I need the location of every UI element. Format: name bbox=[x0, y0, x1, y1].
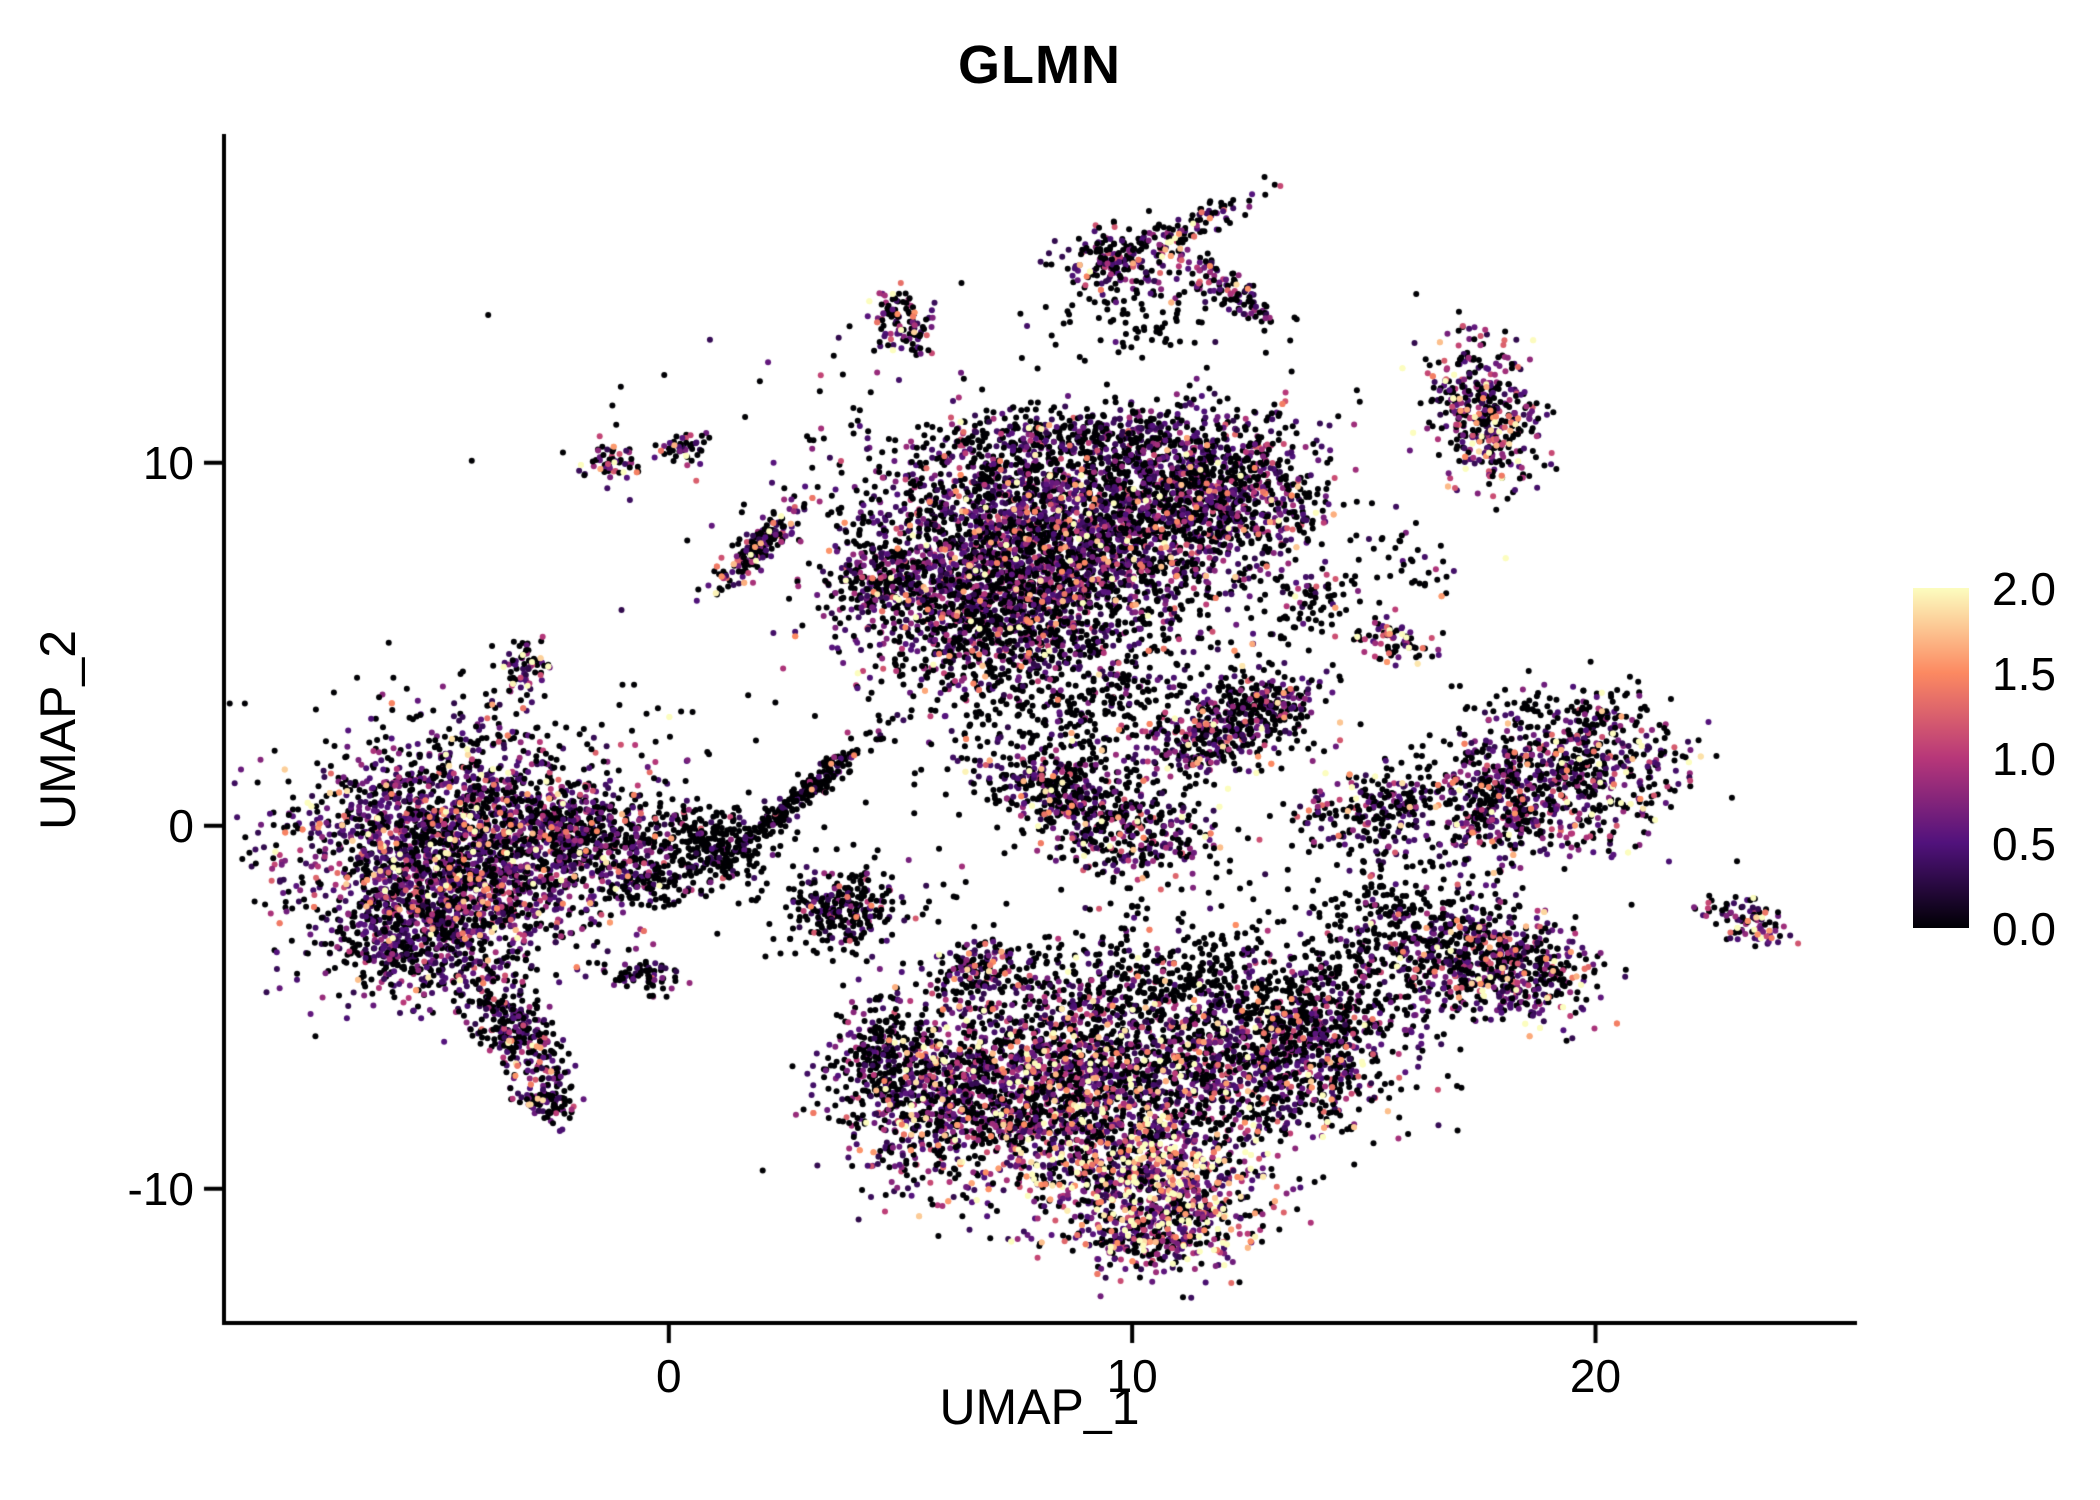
legend-tick-label: 1.0 bbox=[1992, 733, 2056, 785]
x-tick-label: 10 bbox=[1106, 1350, 1158, 1402]
legend-tick-label: 0.0 bbox=[1992, 903, 2056, 955]
chart-title: GLMN bbox=[958, 35, 1121, 95]
y-tick-label: 0 bbox=[168, 799, 194, 852]
x-tick-label: 0 bbox=[656, 1350, 682, 1402]
y-tick-label: -10 bbox=[127, 1162, 194, 1215]
legend-tick-label: 2.0 bbox=[1992, 563, 2056, 615]
y-tick-label: 10 bbox=[142, 436, 194, 489]
x-tick-label: 20 bbox=[1569, 1350, 1622, 1402]
legend-tick-label: 1.5 bbox=[1992, 648, 2056, 700]
legend-gradient-bar bbox=[1913, 588, 1969, 928]
x-axis-title: UMAP_1 bbox=[939, 1379, 1140, 1435]
legend-tick-label: 0.5 bbox=[1992, 818, 2056, 870]
